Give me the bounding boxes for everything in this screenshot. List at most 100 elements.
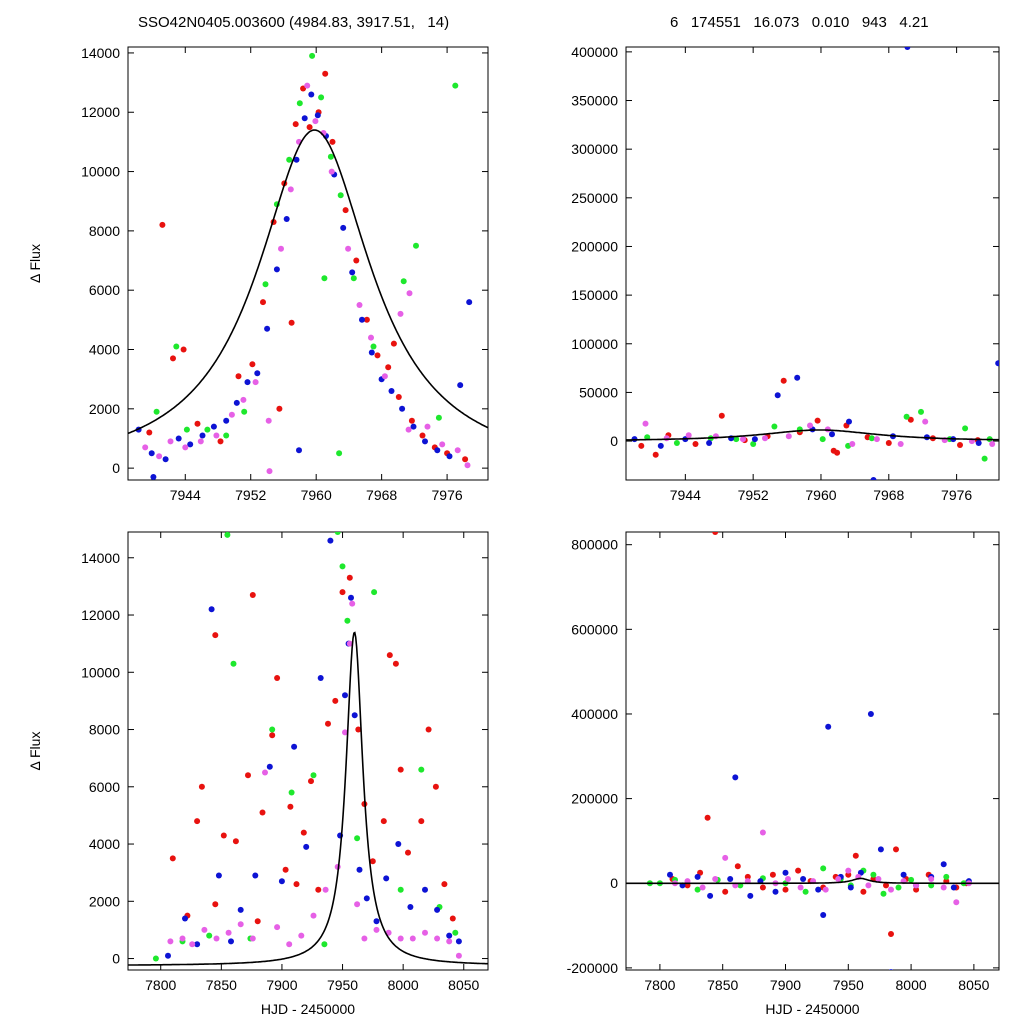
data-point-violet (310, 912, 317, 919)
header-left: SSO42N0405.003600 (4984.83, 3917.51, 14) (138, 14, 450, 31)
data-point-green (908, 876, 915, 883)
data-point-red (308, 778, 314, 785)
data-point-red (194, 818, 201, 825)
data-point-violet (699, 884, 706, 891)
header-right: 6 174551 16.073 0.010 943 4.21 (670, 14, 929, 31)
data-point-blue (356, 866, 363, 873)
data-point-blue (867, 711, 874, 717)
data-point-blue (175, 435, 182, 442)
data-point-blue (273, 266, 280, 273)
x-tick-label: 7944 (670, 487, 701, 503)
x-tick-label: 7800 (145, 977, 176, 993)
data-point-red (759, 884, 766, 891)
data-point-red (957, 442, 963, 448)
data-point-red (419, 432, 426, 439)
data-point-red (395, 394, 402, 400)
data-point-red (462, 456, 469, 463)
data-point-violet (342, 729, 348, 736)
data-point-red (315, 886, 322, 893)
data-point-blue (388, 388, 395, 394)
data-point-red (845, 871, 852, 878)
data-point-green (802, 888, 809, 895)
y-axis-label: Δ Flux (27, 244, 43, 283)
plot-frame (625, 46, 1000, 481)
data-point-red (194, 420, 201, 427)
data-point-violet (685, 432, 692, 439)
y-tick-label: 400000 (571, 44, 618, 60)
y-tick-label: 0 (610, 433, 618, 449)
data-point-green (183, 426, 190, 433)
data-point-green (310, 772, 317, 779)
data-point-violet (237, 921, 244, 928)
y-tick-label: 10000 (81, 164, 120, 180)
data-point-red (346, 574, 353, 581)
data-point-red (397, 766, 404, 773)
data-point-red (405, 849, 411, 856)
data-point-violet (356, 302, 363, 308)
data-point-blue (314, 112, 321, 119)
model-curve (128, 631, 488, 966)
data-point-red (287, 803, 294, 810)
data-point-red (418, 818, 425, 825)
data-point-violet (740, 436, 746, 443)
data-point-red (390, 340, 397, 347)
data-point-blue (233, 399, 240, 406)
data-point-green (230, 660, 237, 667)
data-point-violet (953, 899, 960, 906)
x-tick-label: 7968 (873, 487, 904, 503)
data-point-violet (397, 935, 404, 942)
y-tick-label: 14000 (81, 550, 120, 566)
y-tick-label: 8000 (89, 223, 120, 239)
data-point-red (449, 915, 456, 922)
data-point-blue (199, 432, 206, 439)
data-point-blue (308, 91, 315, 98)
x-tick-label: 7800 (644, 977, 675, 993)
data-point-green (895, 884, 902, 891)
model-curve (128, 129, 488, 435)
data-point-blue (291, 743, 298, 750)
y-tick-label: 0 (112, 951, 120, 967)
data-point-violet (797, 884, 804, 891)
x-tick-label: 8000 (388, 977, 419, 993)
x-tick-label: 7850 (206, 977, 237, 993)
data-point-blue (395, 841, 402, 847)
data-point-blue (317, 675, 324, 681)
data-point-blue (774, 392, 781, 399)
data-point-blue (223, 417, 230, 424)
data-point-red (288, 319, 295, 326)
data-point-green (296, 100, 303, 107)
data-point-violet (189, 941, 196, 948)
data-point-blue (301, 115, 308, 122)
data-point-violet (397, 310, 404, 317)
data-point-red (300, 829, 307, 836)
data-point-blue (237, 906, 244, 913)
data-point-violet (322, 886, 329, 893)
data-points (631, 47, 999, 480)
data-point-green (413, 242, 419, 249)
data-point-violet (845, 867, 852, 874)
data-point-violet (225, 929, 232, 936)
plot-frame (127, 46, 489, 481)
data-point-blue (349, 269, 356, 276)
data-point-blue (446, 932, 453, 939)
data-point-violet (304, 82, 311, 89)
data-point-green (868, 435, 875, 442)
x-tick-label: 7976 (941, 487, 972, 503)
data-point-violet (849, 441, 856, 447)
data-point-violet (928, 876, 935, 882)
data-point-blue (940, 861, 947, 868)
data-point-red (834, 449, 841, 456)
data-point-green (943, 873, 950, 880)
data-point-violet (922, 418, 929, 425)
data-point-blue (363, 895, 370, 902)
data-point-red (814, 417, 821, 424)
data-point-green (288, 789, 295, 796)
data-point-violet (424, 423, 431, 430)
data-point-green (224, 532, 231, 538)
y-tick-label: 14000 (81, 45, 120, 61)
data-point-violet (381, 373, 388, 380)
data-point-blue (303, 843, 310, 850)
data-point-red (282, 866, 289, 873)
y-tick-label: 600000 (571, 621, 618, 637)
y-tick-label: 2000 (89, 893, 120, 909)
